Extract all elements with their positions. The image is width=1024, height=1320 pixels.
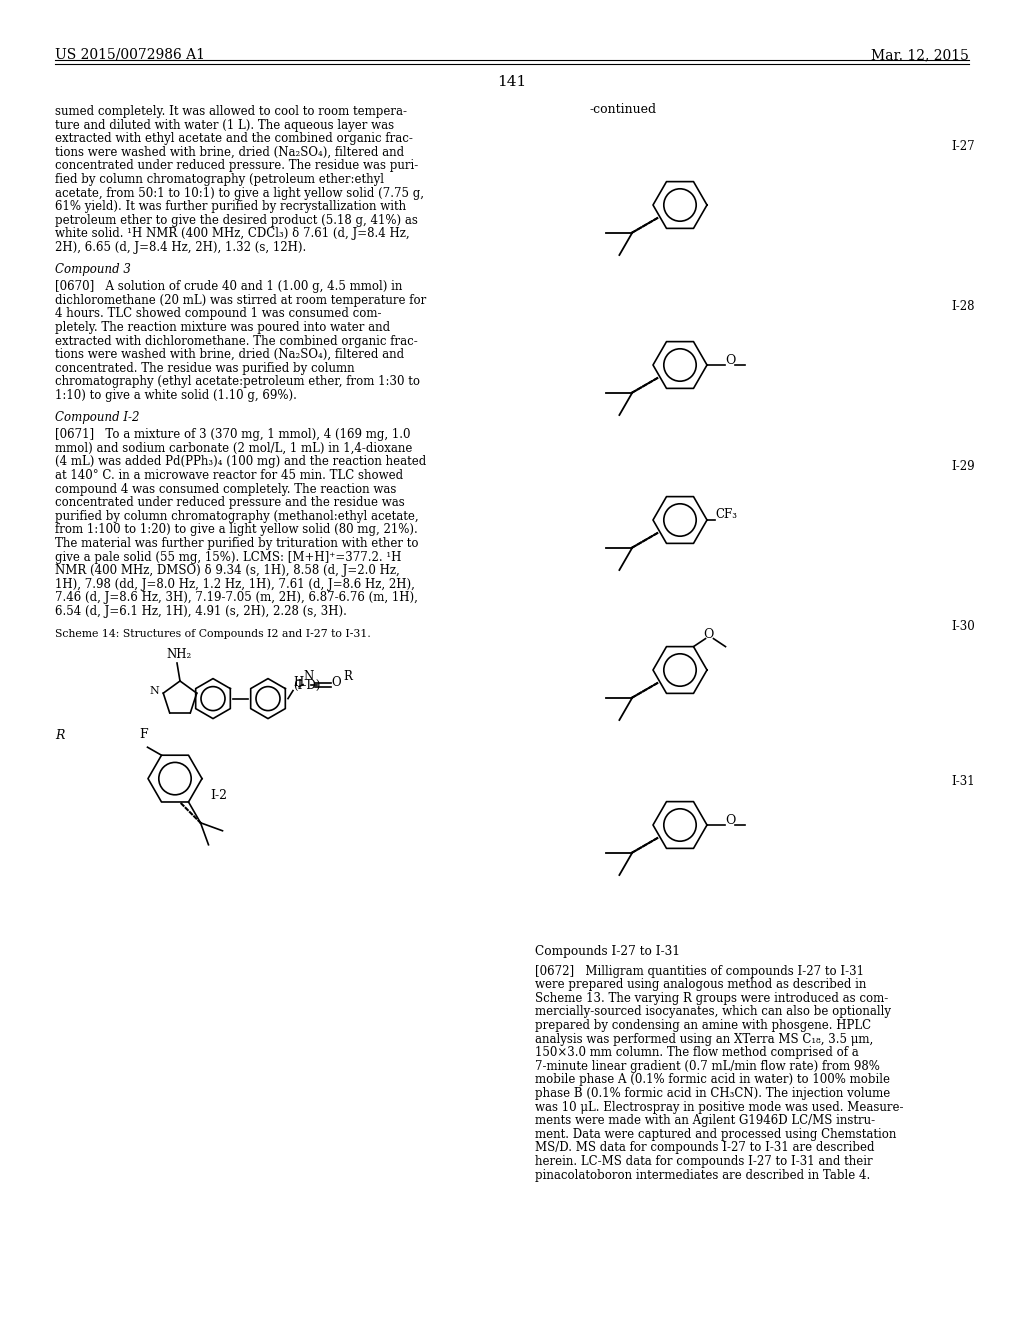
Text: (I-D): (I-D) <box>293 678 321 692</box>
Text: pinacolatoboron intermediates are described in Table 4.: pinacolatoboron intermediates are descri… <box>535 1168 870 1181</box>
Text: O: O <box>703 628 714 642</box>
Text: CF₃: CF₃ <box>715 508 737 521</box>
Text: O: O <box>725 354 735 367</box>
Text: fied by column chromatography (petroleum ether:ethyl: fied by column chromatography (petroleum… <box>55 173 384 186</box>
Text: R: R <box>343 671 352 684</box>
Text: Mar. 12, 2015: Mar. 12, 2015 <box>871 48 969 62</box>
Text: [0670]   A solution of crude 40 and 1 (1.00 g, 4.5 mmol) in: [0670] A solution of crude 40 and 1 (1.0… <box>55 280 402 293</box>
Text: chromatography (ethyl acetate:petroleum ether, from 1:30 to: chromatography (ethyl acetate:petroleum … <box>55 375 420 388</box>
Text: Compounds I-27 to I-31: Compounds I-27 to I-31 <box>535 945 680 958</box>
Text: 7-minute linear gradient (0.7 mL/min flow rate) from 98%: 7-minute linear gradient (0.7 mL/min flo… <box>535 1060 880 1073</box>
Text: tions were washed with brine, dried (Na₂SO₄), filtered and: tions were washed with brine, dried (Na₂… <box>55 348 404 362</box>
Text: prepared by condensing an amine with phosgene. HPLC: prepared by condensing an amine with pho… <box>535 1019 871 1032</box>
Text: tions were washed with brine, dried (Na₂SO₄), filtered and: tions were washed with brine, dried (Na₂… <box>55 145 404 158</box>
Text: MS/D. MS data for compounds I-27 to I-31 are described: MS/D. MS data for compounds I-27 to I-31… <box>535 1142 874 1155</box>
Text: O: O <box>725 813 735 826</box>
Text: I-28: I-28 <box>951 300 975 313</box>
Text: Scheme 14: Structures of Compounds I2 and I-27 to I-31.: Scheme 14: Structures of Compounds I2 an… <box>55 628 371 639</box>
Text: O: O <box>331 676 341 689</box>
Text: I-31: I-31 <box>951 775 975 788</box>
Text: NH₂: NH₂ <box>166 648 191 661</box>
Text: ment. Data were captured and processed using Chemstation: ment. Data were captured and processed u… <box>535 1127 896 1140</box>
Text: 4 hours. TLC showed compound 1 was consumed com-: 4 hours. TLC showed compound 1 was consu… <box>55 308 382 321</box>
Text: Compound 3: Compound 3 <box>55 263 131 276</box>
Text: mmol) and sodium carbonate (2 mol/L, 1 mL) in 1,4-dioxane: mmol) and sodium carbonate (2 mol/L, 1 m… <box>55 442 413 455</box>
Text: NMR (400 MHz, DMSO) δ 9.34 (s, 1H), 8.58 (d, J=2.0 Hz,: NMR (400 MHz, DMSO) δ 9.34 (s, 1H), 8.58… <box>55 564 399 577</box>
Text: sumed completely. It was allowed to cool to room tempera-: sumed completely. It was allowed to cool… <box>55 106 407 117</box>
Text: US 2015/0072986 A1: US 2015/0072986 A1 <box>55 48 205 62</box>
Text: extracted with dichloromethane. The combined organic frac-: extracted with dichloromethane. The comb… <box>55 334 418 347</box>
Text: acetate, from 50:1 to 10:1) to give a light yellow solid (7.75 g,: acetate, from 50:1 to 10:1) to give a li… <box>55 186 424 199</box>
Text: concentrated under reduced pressure and the residue was: concentrated under reduced pressure and … <box>55 496 404 510</box>
Text: -continued: -continued <box>590 103 657 116</box>
Text: N: N <box>303 669 313 682</box>
Text: Compound I-2: Compound I-2 <box>55 411 139 424</box>
Text: I-27: I-27 <box>951 140 975 153</box>
Text: 150×3.0 mm column. The flow method comprised of a: 150×3.0 mm column. The flow method compr… <box>535 1047 859 1059</box>
Text: [0672]   Milligram quantities of compounds I-27 to I-31: [0672] Milligram quantities of compounds… <box>535 965 864 978</box>
Text: (4 mL) was added Pd(PPh₃)₄ (100 mg) and the reaction heated: (4 mL) was added Pd(PPh₃)₄ (100 mg) and … <box>55 455 426 469</box>
Text: give a pale solid (55 mg, 15%). LCMS: [M+H]⁺=377.2. ¹H: give a pale solid (55 mg, 15%). LCMS: [M… <box>55 550 401 564</box>
Text: 2H), 6.65 (d, J=8.4 Hz, 2H), 1.32 (s, 12H).: 2H), 6.65 (d, J=8.4 Hz, 2H), 1.32 (s, 12… <box>55 242 306 253</box>
Text: white solid. ¹H NMR (400 MHz, CDCl₃) δ 7.61 (d, J=8.4 Hz,: white solid. ¹H NMR (400 MHz, CDCl₃) δ 7… <box>55 227 410 240</box>
Text: petroleum ether to give the desired product (5.18 g, 41%) as: petroleum ether to give the desired prod… <box>55 214 418 227</box>
Text: The material was further purified by trituration with ether to: The material was further purified by tri… <box>55 537 419 550</box>
Text: 1H), 7.98 (dd, J=8.0 Hz, 1.2 Hz, 1H), 7.61 (d, J=8.6 Hz, 2H),: 1H), 7.98 (dd, J=8.0 Hz, 1.2 Hz, 1H), 7.… <box>55 578 415 591</box>
Text: 141: 141 <box>498 75 526 88</box>
Text: I-30: I-30 <box>951 620 975 634</box>
Text: analysis was performed using an XTerra MS C₁₈, 3.5 μm,: analysis was performed using an XTerra M… <box>535 1032 873 1045</box>
Text: dichloromethane (20 mL) was stirred at room temperature for: dichloromethane (20 mL) was stirred at r… <box>55 294 426 306</box>
Text: R: R <box>55 729 65 742</box>
Text: concentrated under reduced pressure. The residue was puri-: concentrated under reduced pressure. The… <box>55 160 418 173</box>
Text: Scheme 13. The varying R groups were introduced as com-: Scheme 13. The varying R groups were int… <box>535 991 888 1005</box>
Text: concentrated. The residue was purified by column: concentrated. The residue was purified b… <box>55 362 354 375</box>
Text: phase B (0.1% formic acid in CH₃CN). The injection volume: phase B (0.1% formic acid in CH₃CN). The… <box>535 1086 890 1100</box>
Text: N: N <box>150 686 159 696</box>
Text: ture and diluted with water (1 L). The aqueous layer was: ture and diluted with water (1 L). The a… <box>55 119 394 132</box>
Text: herein. LC-MS data for compounds I-27 to I-31 and their: herein. LC-MS data for compounds I-27 to… <box>535 1155 872 1168</box>
Text: I-2: I-2 <box>210 788 227 801</box>
Text: were prepared using analogous method as described in: were prepared using analogous method as … <box>535 978 866 991</box>
Text: 6.54 (d, J=6.1 Hz, 1H), 4.91 (s, 2H), 2.28 (s, 3H).: 6.54 (d, J=6.1 Hz, 1H), 4.91 (s, 2H), 2.… <box>55 605 347 618</box>
Text: extracted with ethyl acetate and the combined organic frac-: extracted with ethyl acetate and the com… <box>55 132 413 145</box>
Text: purified by column chromatography (methanol:ethyl acetate,: purified by column chromatography (metha… <box>55 510 419 523</box>
Text: pletely. The reaction mixture was poured into water and: pletely. The reaction mixture was poured… <box>55 321 390 334</box>
Text: was 10 μL. Electrospray in positive mode was used. Measure-: was 10 μL. Electrospray in positive mode… <box>535 1101 903 1114</box>
Text: compound 4 was consumed completely. The reaction was: compound 4 was consumed completely. The … <box>55 483 396 495</box>
Text: [0671]   To a mixture of 3 (370 mg, 1 mmol), 4 (169 mg, 1.0: [0671] To a mixture of 3 (370 mg, 1 mmol… <box>55 428 411 441</box>
Text: mercially-sourced isocyanates, which can also be optionally: mercially-sourced isocyanates, which can… <box>535 1006 891 1019</box>
Text: I-29: I-29 <box>951 459 975 473</box>
Text: 61% yield). It was further purified by recrystallization with: 61% yield). It was further purified by r… <box>55 201 407 214</box>
Text: ments were made with an Agilent G1946D LC/MS instru-: ments were made with an Agilent G1946D L… <box>535 1114 876 1127</box>
Text: F: F <box>139 729 148 742</box>
Text: at 140° C. in a microwave reactor for 45 min. TLC showed: at 140° C. in a microwave reactor for 45… <box>55 469 403 482</box>
Text: 7.46 (d, J=8.6 Hz, 3H), 7.19-7.05 (m, 2H), 6.87-6.76 (m, 1H),: 7.46 (d, J=8.6 Hz, 3H), 7.19-7.05 (m, 2H… <box>55 591 418 605</box>
Text: mobile phase A (0.1% formic acid in water) to 100% mobile: mobile phase A (0.1% formic acid in wate… <box>535 1073 890 1086</box>
Text: 1:10) to give a white solid (1.10 g, 69%).: 1:10) to give a white solid (1.10 g, 69%… <box>55 389 297 403</box>
Text: from 1:100 to 1:20) to give a light yellow solid (80 mg, 21%).: from 1:100 to 1:20) to give a light yell… <box>55 524 418 536</box>
Text: H: H <box>293 676 303 689</box>
